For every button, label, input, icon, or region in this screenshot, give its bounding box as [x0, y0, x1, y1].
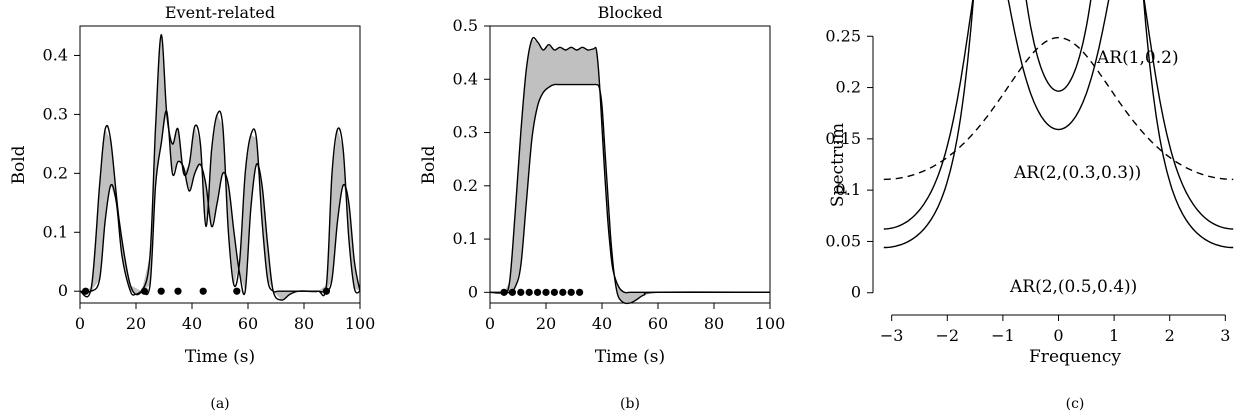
spectrum-line-2: [883, 0, 1234, 230]
panel-b-lower-curve: [490, 83, 771, 305]
panel-c-y-tick-label: 0.25: [825, 26, 861, 45]
panel-b-x-tick-label: 40: [592, 314, 612, 333]
panel-b: Blocked 0 20 40 60 80 100 0 0.1 0.2 0.3 0.4 0.5 Ti…: [419, 3, 785, 412]
panel-a-y-ticks: 0 0.1 0.2 0.3 0.4: [43, 45, 80, 300]
panel-a-title: Event-related: [165, 3, 275, 22]
panel-b-y-tick-label: 0: [468, 282, 478, 301]
panel-b-y-tick-label: 0.1: [453, 229, 478, 248]
panel-b-y-tick-label: 0.5: [453, 16, 478, 35]
spectrum-line-3: [883, 0, 1234, 249]
panel-b-event-dot: [542, 288, 550, 296]
panel-a-y-tick-label: 0.4: [43, 45, 68, 64]
panel-a-x-tick-label: 0: [75, 314, 85, 333]
panel-c-x-tick-label: 1: [1109, 326, 1119, 345]
panel-c-x-tick-label: 0: [1053, 326, 1063, 345]
panel-b-x-label: Time (s): [595, 347, 665, 367]
panel-a-frame: [79, 25, 361, 304]
panel-a-event-dot: [233, 287, 241, 295]
panel-a-y-tick-label: 0.3: [43, 104, 68, 123]
spectrum-line-1: [883, 36, 1234, 181]
panel-b-y-tick-label: 0.3: [453, 123, 478, 142]
panel-a-y-tick-label: 0.2: [43, 163, 68, 182]
panel-c-x-label: Frequency: [1029, 347, 1121, 367]
panel-c-x-tick-label: −3: [880, 326, 904, 345]
panel-a-upper-curve: [79, 34, 361, 298]
panel-c-label: (c): [1066, 396, 1085, 412]
panel-b-x-tick-label: 100: [755, 314, 786, 333]
series-label-ar2-a: AR(2,(0.3,0.3)): [1013, 163, 1141, 183]
panel-c-y-tick-label: 0.15: [825, 129, 861, 148]
panel-b-x-tick-label: 80: [704, 314, 724, 333]
panel-a-y-tick-label: 0.1: [43, 222, 68, 241]
panel-a-x-label: Time (s): [185, 347, 255, 367]
panel-b-x-tick-label: 20: [536, 314, 556, 333]
panel-c-plot: [883, 0, 1234, 249]
panel-b-event-dot: [508, 288, 516, 296]
panel-b-event-dot: [500, 288, 508, 296]
panel-b-event-dot: [576, 288, 584, 296]
panel-b-x-tick-label: 60: [648, 314, 668, 333]
series-label-ar2-b: AR(2,(0.5,0.4)): [1009, 277, 1137, 297]
panel-b-title: Blocked: [598, 3, 663, 22]
panel-a-label: (a): [210, 396, 229, 412]
panel-a-event-dot: [82, 287, 90, 295]
panel-c: −3 −2 −1 0 1 2 3 0 0.05 0.1 0.15 0.2 0.25 AR(1,0.2)…: [825, 0, 1234, 412]
panel-a-x-tick-label: 40: [182, 314, 202, 333]
panel-b-y-label: Bold: [419, 145, 439, 184]
panel-b-y-tick-label: 0.2: [453, 176, 478, 195]
panel-a-x-tick-label: 80: [294, 314, 314, 333]
panel-a-x-tick-label: 100: [345, 314, 376, 333]
panel-c-x-tick-label: −1: [991, 326, 1015, 345]
panel-a-lower-curve: [79, 110, 361, 301]
panel-b-event-dot: [559, 288, 567, 296]
panel-c-y-tick-label: 0.1: [836, 180, 861, 199]
panel-b-shaded-band: [490, 39, 770, 304]
panel-b-y-ticks: 0 0.1 0.2 0.3 0.4 0.5: [453, 16, 490, 301]
panel-a-event-dot: [199, 287, 207, 295]
panel-a-event-dot: [157, 287, 165, 295]
panel-a-y-label: Bold: [9, 145, 29, 184]
panel-a-x-ticks: 0 20 40 60 80 100: [75, 303, 375, 333]
panel-b-x-tick-label: 0: [485, 314, 495, 333]
panel-b-plot: [489, 36, 771, 305]
panel-c-y-tick-label: 0.2: [836, 78, 861, 97]
panel-b-label: (b): [620, 396, 640, 412]
panel-c-y-label: Spectrum: [828, 123, 848, 207]
panel-a: Event-related 0 20 40 60 80 100 0 0.1 0.2 0.3 0.4…: [9, 3, 375, 412]
panel-b-event-dot: [567, 288, 575, 296]
panel-a-event-dot: [174, 287, 182, 295]
series-label-ar1: AR(1,0.2): [1096, 48, 1179, 68]
panel-b-event-dot: [550, 288, 559, 296]
panel-c-x-tick-label: 2: [1165, 326, 1175, 345]
panel-a-plot: [79, 34, 361, 301]
panel-a-y-tick-label: 0: [58, 281, 68, 300]
panel-a-x-tick-label: 20: [126, 314, 146, 333]
panel-b-upper-curve: [489, 36, 770, 294]
panel-a-shaded-band: [80, 34, 360, 301]
panel-c-x-tick-label: 3: [1220, 326, 1230, 345]
panel-c-x-tick-label: −2: [935, 326, 959, 345]
panel-b-y-tick-label: 0.4: [453, 69, 478, 88]
panel-a-x-tick-label: 60: [238, 314, 258, 333]
panel-b-x-ticks: 0 20 40 60 80 100: [485, 303, 785, 333]
panel-b-event-dot: [534, 288, 542, 296]
panel-c-y-tick-label: 0.05: [825, 231, 861, 250]
panel-c-y-tick-label: 0: [851, 283, 861, 302]
panel-c-y-ticks: 0 0.05 0.1 0.15 0.2 0.25: [825, 26, 873, 302]
panel-c-x-ticks: −3 −2 −1 0 1 2 3: [880, 315, 1230, 345]
panel-a-event-dot: [322, 287, 330, 295]
panel-a-event-dot: [140, 287, 148, 295]
panel-b-event-dot: [525, 288, 533, 296]
panel-b-event-dot: [517, 288, 525, 296]
